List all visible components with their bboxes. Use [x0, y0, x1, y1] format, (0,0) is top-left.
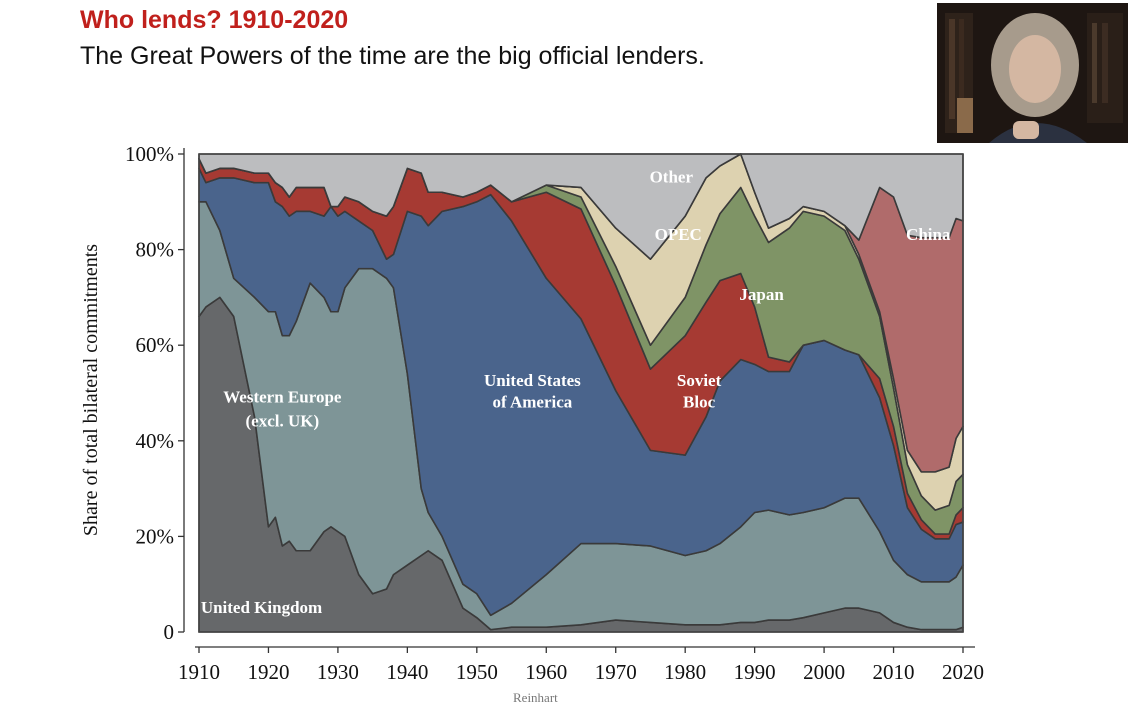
- x-tick-label: 1980: [664, 660, 706, 684]
- attribution-text: Reinhart: [513, 690, 558, 705]
- plot-frame: [198, 153, 964, 633]
- y-tick-label: 20%: [136, 524, 175, 548]
- area-labels: United Kingdom Western Europe (excl. UK) Un…: [201, 168, 951, 617]
- y-axis: 0 20% 40% 60% 80% 100%: [125, 142, 185, 644]
- area-label-united-states: United States: [484, 371, 581, 390]
- area-label-opec: OPEC: [655, 225, 702, 244]
- y-tick-label: 100%: [125, 142, 174, 166]
- chart-areas: [198, 153, 964, 633]
- x-tick-label: 2020: [942, 660, 984, 684]
- area-label-bloc: Bloc: [683, 392, 716, 411]
- x-tick-label: 1960: [525, 660, 567, 684]
- x-tick-label: 1950: [456, 660, 498, 684]
- y-tick-label: 80%: [136, 238, 175, 262]
- area-label-of-america: of America: [492, 392, 572, 411]
- presenter-video: [937, 3, 1128, 143]
- slide-title: Who lends? 1910-2020: [80, 6, 349, 34]
- plot-border: [198, 153, 964, 633]
- x-tick-label: 1970: [595, 660, 637, 684]
- x-tick-label: 1920: [247, 660, 289, 684]
- y-tick-label: 60%: [136, 333, 175, 357]
- y-axis-label: Share of total bilateral commitments: [80, 244, 102, 536]
- area-label-excl-uk: (excl. UK): [246, 411, 320, 430]
- x-tick-label: 1940: [386, 660, 428, 684]
- x-tick-label: 1930: [317, 660, 359, 684]
- area-label-china: China: [906, 225, 951, 244]
- slide-subtitle: The Great Powers of the time are the big…: [80, 42, 705, 70]
- y-tick-label: 40%: [136, 429, 175, 453]
- area-label-western-europe: Western Europe: [223, 388, 342, 407]
- area-label-soviet: Soviet: [677, 371, 722, 390]
- y-tick-label: 0: [164, 620, 175, 644]
- area-label-japan: Japan: [739, 285, 784, 304]
- x-tick-label: 1990: [734, 660, 776, 684]
- area-label-other: Other: [650, 168, 694, 187]
- stacked-area-chart: 020%40%60%80%100% 1910 1920 1930 1940 1950 19…: [80, 142, 984, 684]
- chart-container: 0 20% 40% 60% 80% 100% 1910 1920 1930 1940 1950 19…: [64, 118, 1084, 708]
- area-label-united-kingdom: United Kingdom: [201, 598, 322, 617]
- x-tick-label: 2010: [873, 660, 915, 684]
- x-axis: 1910 1920 1930 1940 1950 1960 1970 1980 1990 2000…: [178, 646, 984, 684]
- x-tick-label: 2000: [803, 660, 845, 684]
- x-tick-label: 1910: [178, 660, 220, 684]
- presenter-video-icon: [937, 3, 1128, 143]
